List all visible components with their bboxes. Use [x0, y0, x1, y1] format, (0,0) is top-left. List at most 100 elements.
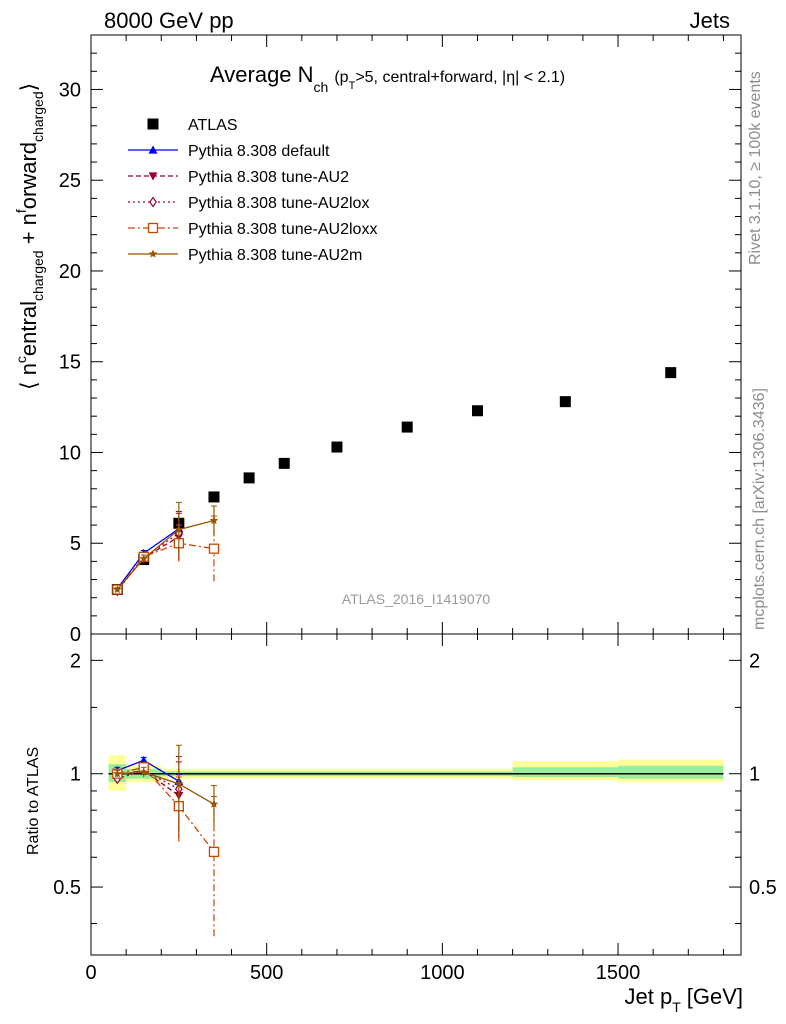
- plot-title-cond-sub: T: [349, 80, 356, 92]
- ratio-panel: [90, 633, 742, 956]
- legend-item-atlas: ATLAS: [147, 117, 238, 134]
- y-axis-label-part: c: [13, 356, 29, 363]
- x-tick-label: 500: [250, 962, 283, 984]
- ratio-y-tick-label: 1: [70, 764, 81, 786]
- data-point: [665, 367, 677, 379]
- series-atlas: [111, 367, 677, 596]
- plot-title: Average Nch (pT>5, central+forward, |η| <…: [210, 62, 565, 95]
- y-axis-label-part: orward: [16, 142, 41, 209]
- y-axis-label-part: entral: [16, 301, 41, 356]
- y-tick-label: 20: [59, 261, 81, 283]
- legend-marker: [148, 249, 158, 258]
- y-tick-label: 10: [59, 442, 81, 464]
- y-tick-label: 25: [59, 170, 81, 192]
- x-axis-label-main: Jet p: [624, 984, 672, 1009]
- legend-label: Pythia 8.308 tune-AU2: [188, 169, 349, 186]
- y-tick-label: 5: [70, 533, 81, 555]
- legend-label: Pythia 8.308 tune-AU2m: [188, 247, 362, 264]
- data-point: [208, 543, 220, 554]
- x-axis-label: Jet pT [GeV]: [624, 984, 743, 1015]
- legend-label: Pythia 8.308 tune-AU2loxx: [188, 221, 377, 238]
- series-line: [116, 519, 215, 590]
- ratio-y-tick-label-right: 2: [749, 650, 760, 672]
- data-point: [209, 799, 219, 808]
- y-axis-label-part: ⟨ n: [16, 363, 41, 390]
- series-line: [117, 766, 215, 853]
- data-point: [113, 769, 122, 778]
- data-point: [278, 457, 290, 469]
- ratio-axes: 0 500 1000 1500 0.5 0.5 1 1 2 2: [53, 634, 777, 984]
- plot-title-cond-rest: >5, central+forward, |η| < 2.1): [355, 69, 565, 86]
- series-pythia-8-308-tune-au2loxx: [112, 515, 220, 595]
- mcplots-label: mcplots.cern.ch [arXiv:1306.3436]: [751, 388, 768, 630]
- series-line: [116, 542, 215, 590]
- legend-label: Pythia 8.308 tune-AU2lox: [188, 195, 369, 212]
- series-pythia-8-308-tune-au2m-ratio: [113, 744, 219, 835]
- ratio-y-tick-label: 2: [70, 650, 81, 672]
- analysis-watermark: ATLAS_2016_I1419070: [342, 591, 491, 607]
- legend-marker: [149, 196, 157, 208]
- plot-title-cond: (p: [334, 69, 348, 86]
- plot-title-main: Average N: [210, 62, 314, 87]
- data-point: [208, 491, 220, 503]
- x-axis-label-unit: [GeV]: [687, 984, 743, 1009]
- legend-label: ATLAS: [188, 117, 238, 134]
- ratio-y-tick-label: 0.5: [53, 877, 81, 899]
- header-left: 8000 GeV pp: [104, 8, 234, 33]
- legend-item-pythia-8-308-tune-au2m: Pythia 8.308 tune-AU2m: [128, 247, 362, 264]
- y-axis-label-ratio: Ratio to ATLAS: [25, 747, 42, 855]
- legend-item-pythia-8-308-default: Pythia 8.308 default: [128, 143, 330, 160]
- band-inner-8: [512, 767, 619, 778]
- y-axis-label-part: ⟩: [16, 83, 41, 92]
- series-pythia-8-308-tune-au2m: [113, 501, 219, 594]
- y-tick-label: 0: [70, 624, 81, 646]
- x-tick-label: 1000: [420, 962, 465, 984]
- x-tick-label: 1500: [596, 962, 641, 984]
- series-line: [116, 532, 180, 592]
- data-point: [401, 421, 413, 433]
- y-axis-label-part: + n: [16, 213, 41, 250]
- rivet-label: Rivet 3.1.10, ≥ 100k events: [747, 71, 764, 265]
- data-point: [209, 516, 219, 525]
- data-point: [113, 585, 122, 594]
- legend-marker: [148, 172, 158, 181]
- legend-item-pythia-8-308-tune-au2lox: Pythia 8.308 tune-AU2lox: [128, 195, 369, 212]
- ratio-frame: [90, 633, 742, 956]
- ratio-y-tick-label-right: 0.5: [749, 877, 777, 899]
- legend-marker: [148, 145, 158, 154]
- data-point: [139, 755, 149, 764]
- ratio-series-group: [112, 744, 220, 937]
- data-point: [471, 405, 483, 417]
- legend-marker: [147, 222, 159, 234]
- legend: ATLAS Pythia 8.308 default Pythia 8.308 tu…: [128, 117, 377, 264]
- data-point: [208, 846, 220, 858]
- data-point: [331, 441, 343, 453]
- header-right: Jets: [690, 8, 730, 33]
- legend-label: Pythia 8.308 default: [188, 143, 330, 160]
- plot-title-main-sub: ch: [314, 79, 329, 95]
- y-tick-label: 15: [59, 352, 81, 374]
- y-axis-label-part: charged: [30, 91, 46, 142]
- legend-item-pythia-8-308-tune-au2: Pythia 8.308 tune-AU2: [128, 169, 349, 186]
- legend-item-pythia-8-308-tune-au2loxx: Pythia 8.308 tune-AU2loxx: [128, 221, 377, 238]
- y-axis-label-part: charged: [30, 250, 46, 301]
- data-point: [559, 396, 571, 408]
- data-point: [139, 767, 148, 776]
- y-axis-label-main: ⟨ ncentralcharged + nforwardcharged⟩: [13, 83, 46, 390]
- series-line: [117, 771, 215, 805]
- band-inner-9: [618, 765, 724, 779]
- y-axis-label-part: f: [13, 209, 29, 213]
- x-axis-label-sub: T: [672, 999, 681, 1015]
- series-pythia-8-308-tune-au2loxx-ratio: [112, 762, 220, 937]
- data-point: [243, 472, 255, 484]
- data-point: [174, 525, 184, 534]
- x-tick-label: 0: [85, 962, 96, 984]
- data-point: [139, 554, 148, 563]
- ratio-y-tick-label-right: 1: [749, 764, 760, 786]
- data-point: [174, 779, 184, 788]
- main-axes: 0 5 10 15 20 25 30: [59, 34, 741, 646]
- main-series-group: [111, 367, 677, 597]
- legend-marker: [147, 118, 159, 130]
- y-tick-label: 30: [59, 79, 81, 101]
